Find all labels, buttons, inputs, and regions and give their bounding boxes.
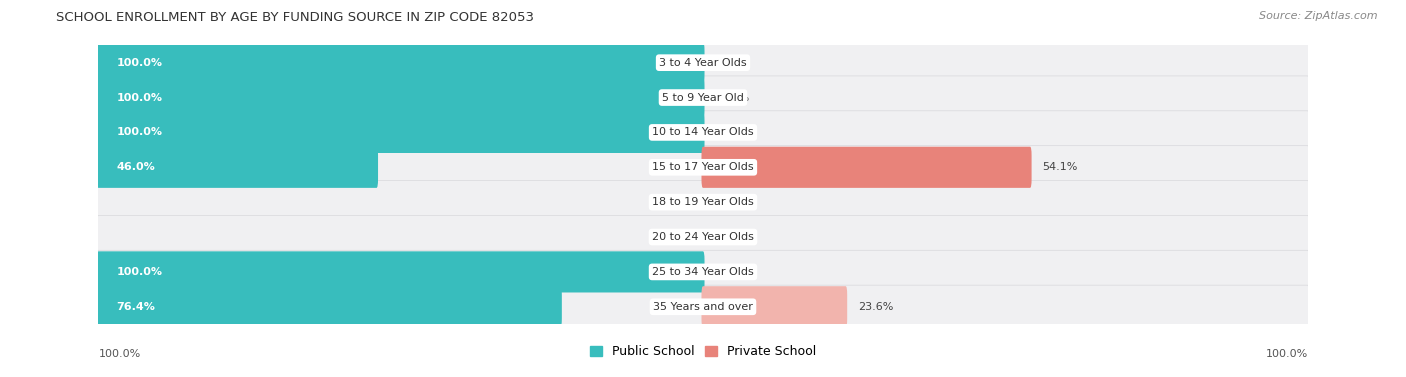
Text: 3 to 4 Year Olds: 3 to 4 Year Olds bbox=[659, 58, 747, 68]
Text: 0.0%: 0.0% bbox=[721, 58, 749, 68]
FancyBboxPatch shape bbox=[97, 76, 1309, 119]
FancyBboxPatch shape bbox=[97, 251, 704, 293]
FancyBboxPatch shape bbox=[97, 147, 378, 188]
FancyBboxPatch shape bbox=[97, 41, 1309, 84]
FancyBboxPatch shape bbox=[97, 42, 704, 83]
FancyBboxPatch shape bbox=[702, 286, 848, 327]
Text: 100.0%: 100.0% bbox=[98, 349, 141, 359]
Text: 0.0%: 0.0% bbox=[721, 92, 749, 103]
Text: 0.0%: 0.0% bbox=[657, 232, 685, 242]
Text: 100.0%: 100.0% bbox=[117, 92, 163, 103]
Text: Source: ZipAtlas.com: Source: ZipAtlas.com bbox=[1260, 11, 1378, 21]
Text: 100.0%: 100.0% bbox=[117, 127, 163, 138]
FancyBboxPatch shape bbox=[97, 181, 1309, 224]
Legend: Public School, Private School: Public School, Private School bbox=[585, 340, 821, 363]
Text: 0.0%: 0.0% bbox=[721, 197, 749, 207]
Text: 100.0%: 100.0% bbox=[117, 267, 163, 277]
FancyBboxPatch shape bbox=[97, 286, 562, 327]
Text: 20 to 24 Year Olds: 20 to 24 Year Olds bbox=[652, 232, 754, 242]
Text: 23.6%: 23.6% bbox=[858, 302, 893, 312]
Text: 10 to 14 Year Olds: 10 to 14 Year Olds bbox=[652, 127, 754, 138]
Text: 0.0%: 0.0% bbox=[657, 197, 685, 207]
Text: 35 Years and over: 35 Years and over bbox=[652, 302, 754, 312]
FancyBboxPatch shape bbox=[97, 285, 1309, 328]
Text: 0.0%: 0.0% bbox=[721, 267, 749, 277]
Text: 25 to 34 Year Olds: 25 to 34 Year Olds bbox=[652, 267, 754, 277]
FancyBboxPatch shape bbox=[97, 250, 1309, 294]
Text: 5 to 9 Year Old: 5 to 9 Year Old bbox=[662, 92, 744, 103]
Text: 76.4%: 76.4% bbox=[117, 302, 156, 312]
FancyBboxPatch shape bbox=[702, 147, 1032, 188]
Text: 15 to 17 Year Olds: 15 to 17 Year Olds bbox=[652, 162, 754, 172]
FancyBboxPatch shape bbox=[97, 146, 1309, 189]
Text: SCHOOL ENROLLMENT BY AGE BY FUNDING SOURCE IN ZIP CODE 82053: SCHOOL ENROLLMENT BY AGE BY FUNDING SOUR… bbox=[56, 11, 534, 24]
FancyBboxPatch shape bbox=[97, 111, 1309, 154]
Text: 100.0%: 100.0% bbox=[1265, 349, 1308, 359]
Text: 46.0%: 46.0% bbox=[117, 162, 155, 172]
FancyBboxPatch shape bbox=[97, 77, 704, 118]
Text: 100.0%: 100.0% bbox=[117, 58, 163, 68]
FancyBboxPatch shape bbox=[97, 215, 1309, 259]
FancyBboxPatch shape bbox=[97, 112, 704, 153]
Text: 0.0%: 0.0% bbox=[721, 127, 749, 138]
Text: 18 to 19 Year Olds: 18 to 19 Year Olds bbox=[652, 197, 754, 207]
Text: 0.0%: 0.0% bbox=[721, 232, 749, 242]
Text: 54.1%: 54.1% bbox=[1042, 162, 1077, 172]
